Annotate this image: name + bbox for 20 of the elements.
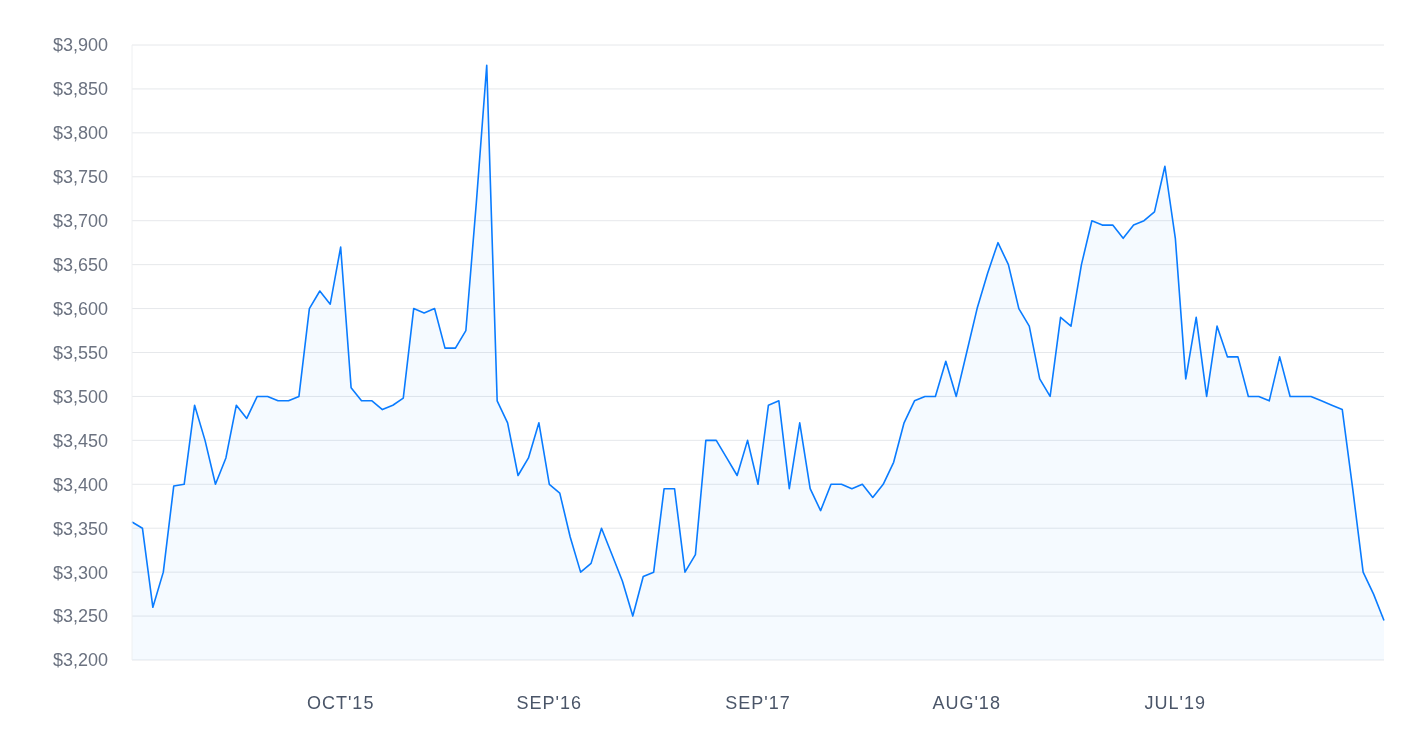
x-tick-label: AUG'18 (932, 692, 1001, 713)
y-tick-label: $3,850 (52, 79, 108, 100)
y-tick-label: $3,900 (52, 35, 108, 56)
x-tick-label: OCT'15 (306, 692, 375, 713)
y-tick-label: $3,650 (52, 255, 108, 276)
y-tick-label: $3,350 (52, 518, 108, 539)
y-tick-label: $3,700 (52, 211, 108, 232)
y-tick-label: $3,400 (52, 474, 108, 495)
y-tick-label: $3,500 (52, 386, 108, 407)
y-tick-label: $3,550 (52, 342, 108, 363)
y-tick-label: $3,450 (52, 430, 108, 451)
y-tick-label: $3,750 (52, 167, 108, 188)
y-tick-label: $3,200 (52, 650, 108, 671)
x-tick-label: SEP'17 (725, 692, 791, 713)
y-tick-label: $3,600 (52, 298, 108, 319)
x-tick-label: JUL'19 (1144, 692, 1207, 713)
y-tick-label: $3,250 (52, 606, 108, 627)
x-tick-label: SEP'16 (516, 692, 583, 713)
y-tick-label: $3,800 (52, 123, 108, 144)
y-tick-label: $3,300 (52, 562, 108, 583)
